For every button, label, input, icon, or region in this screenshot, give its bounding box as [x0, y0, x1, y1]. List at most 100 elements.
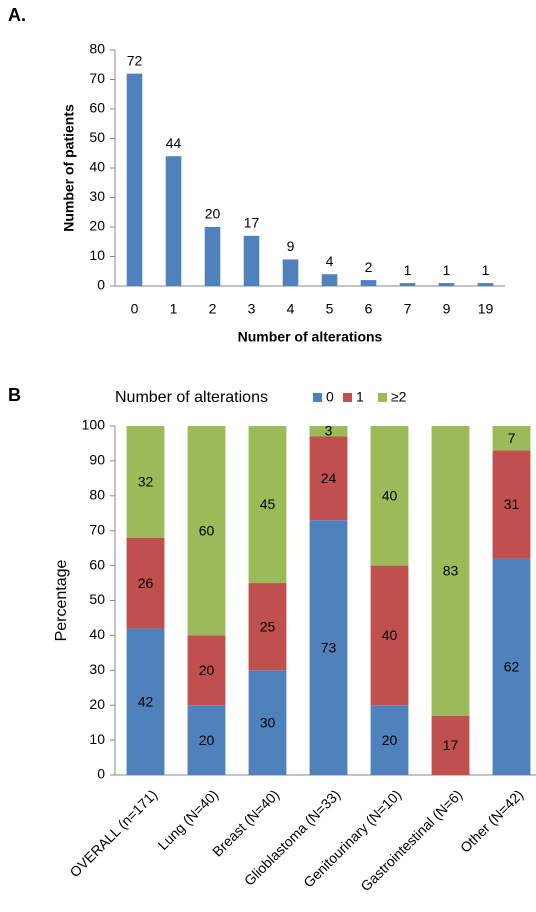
bar-segment: [309, 426, 348, 437]
x-tick-label: 6: [365, 301, 373, 317]
data-label: 17: [244, 215, 260, 231]
bar: [243, 235, 260, 286]
y-axis-label: Number of patients: [61, 104, 77, 232]
data-label: 3: [325, 423, 333, 439]
data-label: 7: [508, 430, 516, 446]
y-tick-label: 30: [89, 661, 105, 677]
legend-label: 0: [326, 389, 334, 405]
bar-segment: [187, 705, 226, 775]
bar: [438, 283, 455, 286]
data-label: 20: [205, 206, 221, 222]
y-tick-label: 20: [89, 218, 105, 234]
panel-label: B: [8, 385, 21, 405]
bar-segment: [187, 635, 226, 706]
bar-segment: [431, 426, 470, 716]
bar: [399, 283, 416, 286]
bar-segment: [370, 705, 409, 775]
bar: [360, 280, 377, 286]
data-label: 60: [199, 522, 215, 538]
bar-segment: [309, 520, 348, 775]
bar: [282, 259, 299, 286]
bar: [321, 274, 338, 286]
bar-segment: [370, 565, 409, 706]
x-tick-label: 5: [326, 301, 334, 317]
x-tick-label: 7: [404, 301, 412, 317]
data-label: 1: [443, 262, 451, 278]
data-label: 30: [260, 714, 276, 730]
y-tick-label: 40: [89, 626, 105, 642]
x-tick-label: 4: [287, 301, 295, 317]
legend-swatch: [313, 393, 322, 402]
bar-segment: [309, 436, 348, 521]
bar-segment: [126, 537, 165, 629]
bar: [165, 156, 182, 286]
x-axis-label: Number of alterations: [238, 329, 383, 345]
y-tick-label: 30: [89, 188, 105, 204]
bar-segment: [492, 426, 531, 451]
data-label: 62: [504, 659, 520, 675]
y-tick-label: 80: [89, 41, 105, 57]
x-tick-label: Gastrointestinal (N=6): [357, 786, 465, 894]
y-tick-label: 90: [89, 452, 105, 468]
y-tick-label: 60: [89, 100, 105, 116]
data-label: 20: [199, 732, 215, 748]
data-label: 40: [382, 627, 398, 643]
data-label: 31: [504, 496, 520, 512]
data-label: 25: [260, 618, 276, 634]
y-tick-label: 60: [89, 556, 105, 572]
y-tick-label: 40: [89, 159, 105, 175]
y-tick-label: 70: [89, 521, 105, 537]
x-tick-label: 0: [131, 301, 139, 317]
data-label: 44: [166, 135, 182, 151]
panel-label: A.: [8, 5, 26, 25]
data-label: 42: [138, 693, 154, 709]
data-label: 1: [404, 262, 412, 278]
data-label: 26: [138, 575, 154, 591]
y-tick-label: 10: [89, 247, 105, 263]
y-tick-label: 100: [82, 417, 106, 433]
y-tick-label: 20: [89, 696, 105, 712]
x-tick-label: Lung (N=40): [155, 786, 222, 853]
bar: [126, 73, 143, 286]
x-tick-label: 3: [248, 301, 256, 317]
x-tick-label: Other (N=42): [457, 786, 526, 855]
data-label: 73: [321, 639, 337, 655]
y-tick-label: 50: [89, 591, 105, 607]
y-tick-label: 50: [89, 129, 105, 145]
bar-segment: [431, 715, 470, 775]
data-label: 17: [443, 737, 459, 753]
bar-segment: [492, 558, 531, 775]
data-label: 24: [321, 470, 337, 486]
x-tick-label: 19: [478, 301, 494, 317]
data-label: 40: [382, 488, 398, 504]
x-tick-label: 2: [209, 301, 217, 317]
data-label: 9: [287, 238, 295, 254]
bar-segment: [248, 583, 287, 671]
legend-swatch: [378, 393, 387, 402]
x-tick-label: 1: [170, 301, 178, 317]
data-label: 1: [482, 262, 490, 278]
bar-segment: [248, 670, 287, 775]
bar-segment: [492, 450, 531, 559]
bar-segment: [370, 426, 409, 566]
y-axis-label: Percentage: [53, 559, 70, 641]
y-tick-label: 70: [89, 70, 105, 86]
y-tick-label: 0: [97, 277, 105, 293]
y-tick-label: 0: [97, 766, 105, 782]
data-label: 4: [326, 253, 334, 269]
legend-title: Number of alterations: [115, 389, 268, 406]
data-label: 72: [127, 52, 143, 68]
bar-segment: [248, 426, 287, 584]
x-tick-label: OVERALL (n=171): [66, 786, 160, 880]
legend-label: 1: [356, 389, 364, 405]
data-label: 20: [199, 662, 215, 678]
x-tick-label: 9: [443, 301, 451, 317]
data-label: 45: [260, 496, 276, 512]
legend-label: ≥2: [391, 389, 407, 405]
bar-segment: [126, 628, 165, 775]
y-tick-label: 80: [89, 487, 105, 503]
bar-segment: [126, 426, 165, 538]
legend-swatch: [343, 393, 352, 402]
bar: [204, 227, 221, 286]
